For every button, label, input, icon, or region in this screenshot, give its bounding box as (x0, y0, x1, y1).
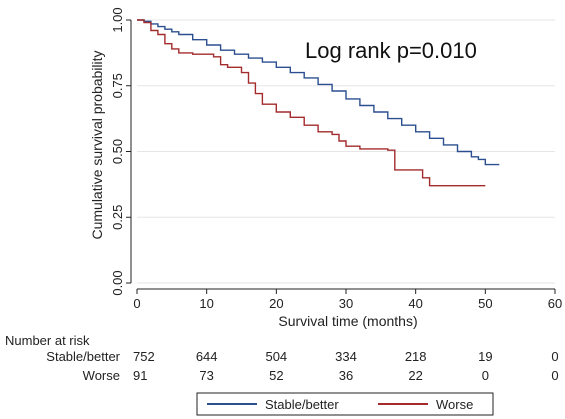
risk-value-stable-4: 218 (405, 349, 427, 364)
km-curve-worse (137, 19, 486, 187)
risk-table: Number at risk Stable/better Worse 752 64… (5, 333, 559, 383)
x-tick-label-4: 40 (408, 296, 422, 311)
risk-value-worse-4: 22 (408, 368, 422, 383)
y-tick-label-3: 0.75 (110, 73, 125, 98)
risk-table-heading: Number at risk (5, 333, 90, 348)
risk-value-stable-6: 0 (551, 349, 558, 364)
y-tick-label-4: 1.00 (110, 7, 125, 32)
risk-value-stable-3: 334 (335, 349, 357, 364)
risk-row-label-stable: Stable/better (46, 349, 120, 364)
legend-label-worse: Worse (436, 397, 473, 412)
legend-label-stable: Stable/better (265, 397, 339, 412)
log-rank-annotation: Log rank p=0.010 (305, 38, 477, 63)
risk-value-stable-5: 19 (478, 349, 492, 364)
axes-layer: 0.00 0.25 0.50 0.75 1.00 0 10 20 30 40 50 60 (110, 7, 562, 311)
km-curve-stable-better (137, 19, 500, 166)
x-tick-label-3: 30 (339, 296, 353, 311)
risk-value-worse-6: 0 (551, 368, 558, 383)
risk-value-stable-1: 644 (196, 349, 218, 364)
x-tick-label-5: 50 (478, 296, 492, 311)
x-tick-label-2: 20 (269, 296, 283, 311)
risk-value-worse-0: 91 (133, 368, 147, 383)
risk-value-worse-3: 36 (339, 368, 353, 383)
x-tick-label-1: 10 (199, 296, 213, 311)
risk-value-worse-2: 52 (269, 368, 283, 383)
risk-value-stable-0: 752 (133, 349, 155, 364)
y-tick-label-1: 0.25 (110, 205, 125, 230)
y-axis-title: Cumulative survival probability (89, 50, 105, 239)
x-tick-label-0: 0 (133, 296, 140, 311)
grid-layer (137, 19, 555, 284)
series-layer (137, 19, 500, 187)
risk-value-worse-5: 0 (482, 368, 489, 383)
x-axis-title: Survival time (months) (278, 313, 417, 329)
y-tick-label-0: 0.00 (110, 270, 125, 295)
legend: Stable/better Worse (196, 392, 494, 416)
risk-value-worse-1: 73 (199, 368, 213, 383)
x-tick-label-6: 60 (548, 296, 562, 311)
risk-value-stable-2: 504 (265, 349, 287, 364)
risk-row-label-worse: Worse (83, 368, 120, 383)
legend-box (196, 392, 494, 416)
y-tick-label-2: 0.50 (110, 139, 125, 164)
